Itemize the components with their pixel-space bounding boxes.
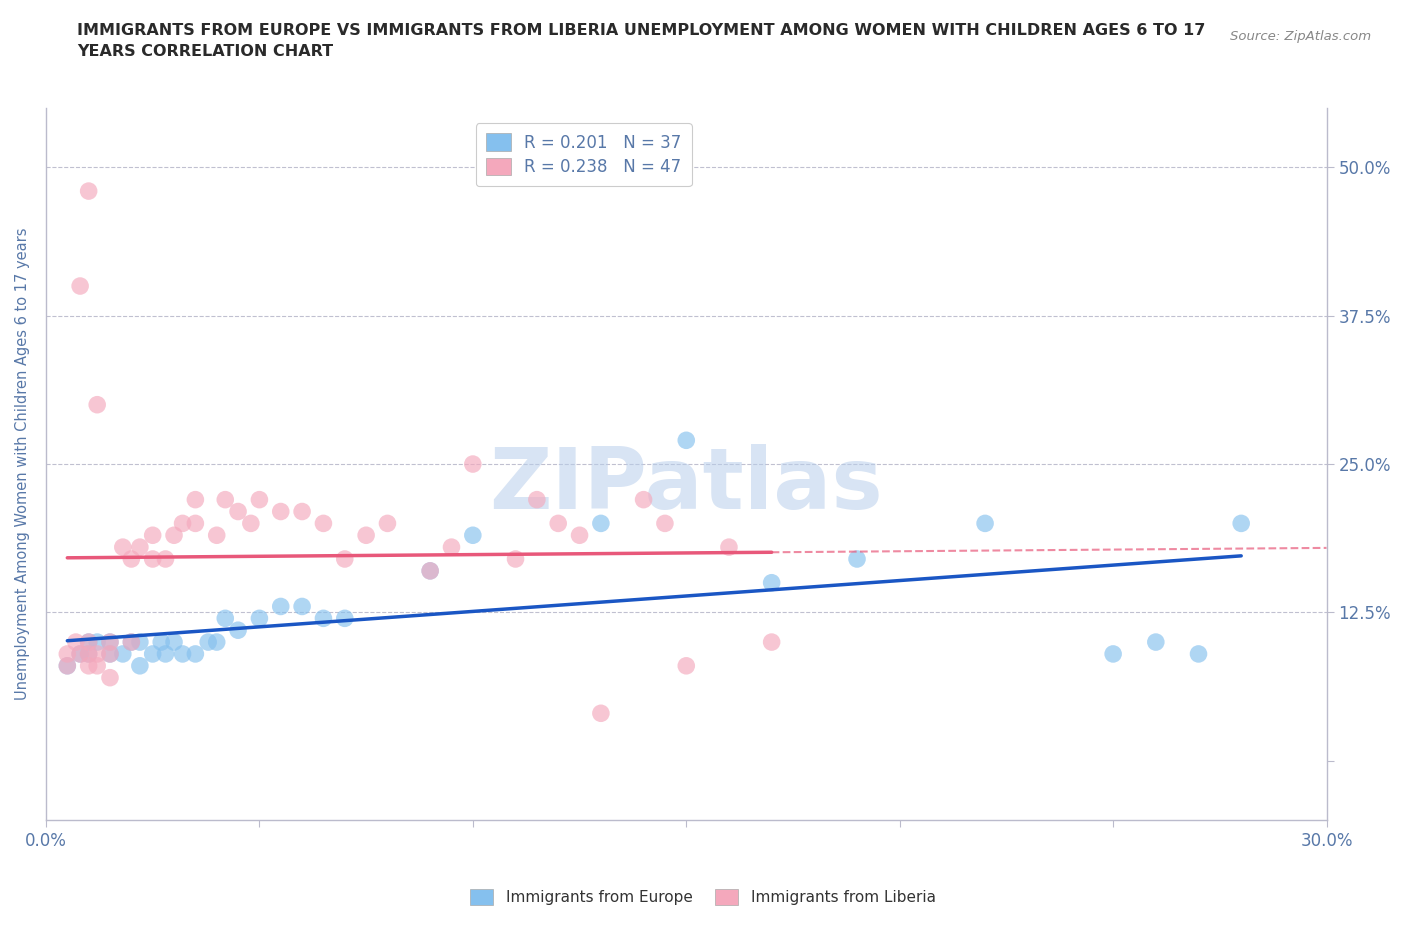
Point [419, 564, 441, 578]
Point [247, 492, 270, 507]
Point [65, 634, 87, 649]
Point [155, 551, 177, 566]
Point [239, 516, 262, 531]
Legend: R = 0.201   N = 37, R = 0.238   N = 47: R = 0.201 N = 37, R = 0.238 N = 47 [477, 124, 692, 186]
Point [419, 564, 441, 578]
Point [69, 279, 91, 294]
Point [172, 516, 194, 531]
Point [1102, 646, 1125, 661]
Point [333, 551, 356, 566]
Point [69, 646, 91, 661]
Point [98, 646, 121, 661]
Point [589, 516, 612, 531]
Point [214, 611, 236, 626]
Point [184, 646, 207, 661]
Point [675, 432, 697, 447]
Point [846, 551, 869, 566]
Point [312, 516, 335, 531]
Point [77, 646, 100, 661]
Text: IMMIGRANTS FROM EUROPE VS IMMIGRANTS FROM LIBERIA UNEMPLOYMENT AMONG WOMEN WITH : IMMIGRANTS FROM EUROPE VS IMMIGRANTS FRO… [77, 23, 1206, 60]
Point [120, 634, 142, 649]
Point [717, 539, 740, 554]
Point [312, 611, 335, 626]
Point [589, 706, 612, 721]
Point [86, 646, 108, 661]
Point [77, 658, 100, 673]
Point [77, 634, 100, 649]
Text: ZIPatlas: ZIPatlas [489, 444, 883, 527]
Point [86, 634, 108, 649]
Point [120, 551, 142, 566]
Point [214, 492, 236, 507]
Point [155, 646, 177, 661]
Point [128, 658, 150, 673]
Point [142, 551, 165, 566]
Point [77, 646, 100, 661]
Point [172, 646, 194, 661]
Point [226, 623, 249, 638]
Point [142, 646, 165, 661]
Point [1187, 646, 1209, 661]
Point [1144, 634, 1167, 649]
Point [270, 599, 292, 614]
Point [247, 611, 270, 626]
Point [120, 634, 142, 649]
Point [163, 634, 186, 649]
Legend: Immigrants from Europe, Immigrants from Liberia: Immigrants from Europe, Immigrants from … [464, 883, 942, 911]
Point [461, 457, 484, 472]
Point [111, 646, 134, 661]
Point [56, 658, 79, 673]
Point [77, 634, 100, 649]
Point [761, 576, 783, 591]
Point [761, 634, 783, 649]
Point [111, 539, 134, 554]
Point [547, 516, 569, 531]
Point [440, 539, 463, 554]
Point [163, 528, 186, 543]
Point [226, 504, 249, 519]
Point [568, 528, 591, 543]
Point [128, 539, 150, 554]
Point [98, 671, 121, 685]
Point [974, 516, 997, 531]
Point [86, 658, 108, 673]
Point [461, 528, 484, 543]
Point [184, 516, 207, 531]
Point [56, 658, 79, 673]
Point [77, 183, 100, 198]
Point [86, 397, 108, 412]
Point [291, 504, 314, 519]
Point [654, 516, 676, 531]
Point [1230, 516, 1253, 531]
Point [633, 492, 655, 507]
Point [142, 528, 165, 543]
Point [184, 492, 207, 507]
Point [56, 646, 79, 661]
Point [675, 658, 697, 673]
Y-axis label: Unemployment Among Women with Children Ages 6 to 17 years: Unemployment Among Women with Children A… [15, 228, 30, 700]
Point [98, 634, 121, 649]
Point [128, 634, 150, 649]
Point [270, 504, 292, 519]
Point [69, 646, 91, 661]
Text: Source: ZipAtlas.com: Source: ZipAtlas.com [1230, 30, 1371, 43]
Point [205, 528, 228, 543]
Point [197, 634, 219, 649]
Point [526, 492, 548, 507]
Point [98, 634, 121, 649]
Point [505, 551, 527, 566]
Point [150, 634, 173, 649]
Point [354, 528, 377, 543]
Point [98, 646, 121, 661]
Point [205, 634, 228, 649]
Point [333, 611, 356, 626]
Point [377, 516, 399, 531]
Point [291, 599, 314, 614]
